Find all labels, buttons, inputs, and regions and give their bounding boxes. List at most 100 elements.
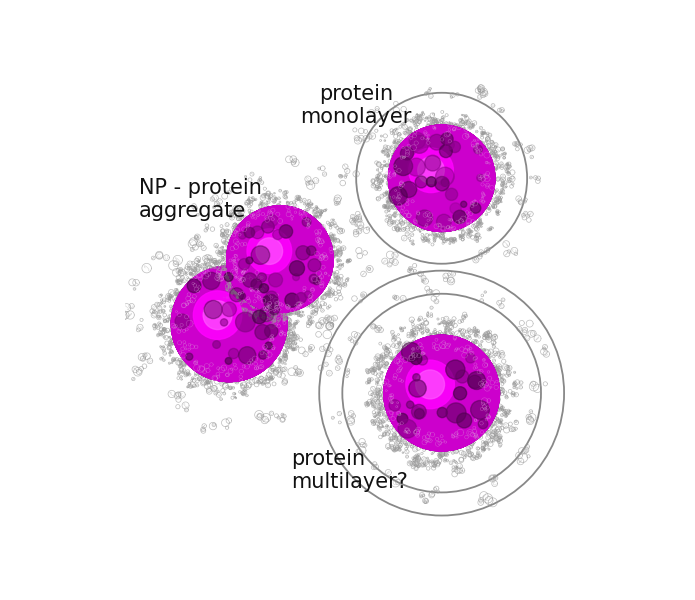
Circle shape — [407, 158, 425, 176]
Circle shape — [172, 266, 287, 382]
Circle shape — [468, 375, 482, 388]
Circle shape — [397, 413, 408, 424]
Circle shape — [225, 358, 232, 364]
Circle shape — [384, 335, 500, 451]
Circle shape — [238, 347, 256, 364]
Circle shape — [401, 182, 417, 197]
Circle shape — [453, 210, 466, 224]
Circle shape — [265, 342, 272, 349]
Circle shape — [384, 335, 500, 451]
Circle shape — [313, 278, 320, 285]
Circle shape — [457, 413, 472, 428]
Circle shape — [389, 125, 495, 232]
Circle shape — [471, 401, 489, 419]
Circle shape — [478, 419, 488, 429]
Circle shape — [172, 266, 287, 382]
Circle shape — [269, 304, 279, 314]
Circle shape — [227, 206, 333, 312]
Circle shape — [389, 125, 495, 232]
Circle shape — [172, 266, 287, 382]
Circle shape — [172, 266, 287, 382]
Circle shape — [251, 279, 262, 290]
Circle shape — [227, 206, 333, 312]
Circle shape — [384, 335, 500, 451]
Circle shape — [402, 343, 420, 361]
Circle shape — [411, 404, 426, 419]
Circle shape — [456, 370, 468, 383]
Circle shape — [213, 341, 220, 349]
Circle shape — [264, 295, 279, 309]
Circle shape — [220, 319, 228, 326]
Circle shape — [384, 335, 500, 451]
Circle shape — [251, 246, 270, 265]
Circle shape — [437, 407, 448, 418]
Circle shape — [429, 134, 445, 150]
Circle shape — [409, 148, 453, 193]
Circle shape — [239, 293, 245, 299]
Circle shape — [410, 353, 422, 365]
Circle shape — [446, 403, 466, 423]
Circle shape — [172, 266, 287, 382]
Circle shape — [417, 355, 427, 365]
Circle shape — [400, 147, 414, 160]
Circle shape — [229, 349, 239, 359]
Circle shape — [441, 133, 453, 145]
Circle shape — [426, 177, 436, 187]
Circle shape — [227, 206, 333, 312]
Circle shape — [389, 125, 495, 232]
Circle shape — [268, 273, 283, 287]
Circle shape — [445, 360, 465, 379]
Circle shape — [246, 257, 253, 264]
Circle shape — [238, 232, 246, 239]
Circle shape — [222, 302, 236, 317]
Circle shape — [193, 291, 242, 340]
Circle shape — [468, 371, 486, 389]
Circle shape — [414, 409, 425, 419]
Circle shape — [384, 335, 500, 451]
Circle shape — [471, 203, 481, 213]
Circle shape — [436, 214, 451, 229]
Circle shape — [450, 203, 461, 214]
Circle shape — [389, 400, 400, 411]
Circle shape — [263, 296, 270, 302]
Circle shape — [265, 291, 278, 303]
Circle shape — [261, 220, 275, 233]
Circle shape — [244, 227, 254, 238]
Circle shape — [186, 353, 193, 360]
Circle shape — [175, 314, 190, 328]
Circle shape — [389, 125, 495, 232]
Circle shape — [389, 125, 495, 232]
Text: protein
multilayer?: protein multilayer? — [291, 449, 409, 492]
Circle shape — [304, 291, 311, 298]
Circle shape — [259, 307, 274, 322]
Circle shape — [461, 201, 467, 208]
Circle shape — [296, 245, 310, 260]
Circle shape — [418, 157, 444, 184]
Circle shape — [293, 274, 300, 281]
Circle shape — [384, 335, 500, 451]
Circle shape — [227, 206, 333, 312]
Circle shape — [272, 230, 283, 239]
Circle shape — [394, 157, 413, 176]
Circle shape — [389, 187, 407, 205]
Circle shape — [285, 293, 299, 307]
Circle shape — [247, 229, 292, 274]
Circle shape — [415, 176, 427, 188]
Circle shape — [238, 259, 250, 270]
Circle shape — [229, 288, 244, 302]
Circle shape — [227, 206, 333, 312]
Circle shape — [172, 266, 287, 382]
Circle shape — [257, 273, 266, 282]
Circle shape — [172, 266, 287, 382]
Circle shape — [295, 293, 306, 303]
Circle shape — [477, 175, 484, 181]
Circle shape — [454, 386, 466, 400]
Circle shape — [389, 125, 495, 232]
Circle shape — [445, 188, 457, 200]
Circle shape — [409, 133, 425, 149]
Circle shape — [411, 135, 429, 153]
Circle shape — [252, 310, 266, 324]
Circle shape — [259, 284, 268, 293]
Circle shape — [416, 370, 445, 399]
Circle shape — [409, 380, 426, 397]
